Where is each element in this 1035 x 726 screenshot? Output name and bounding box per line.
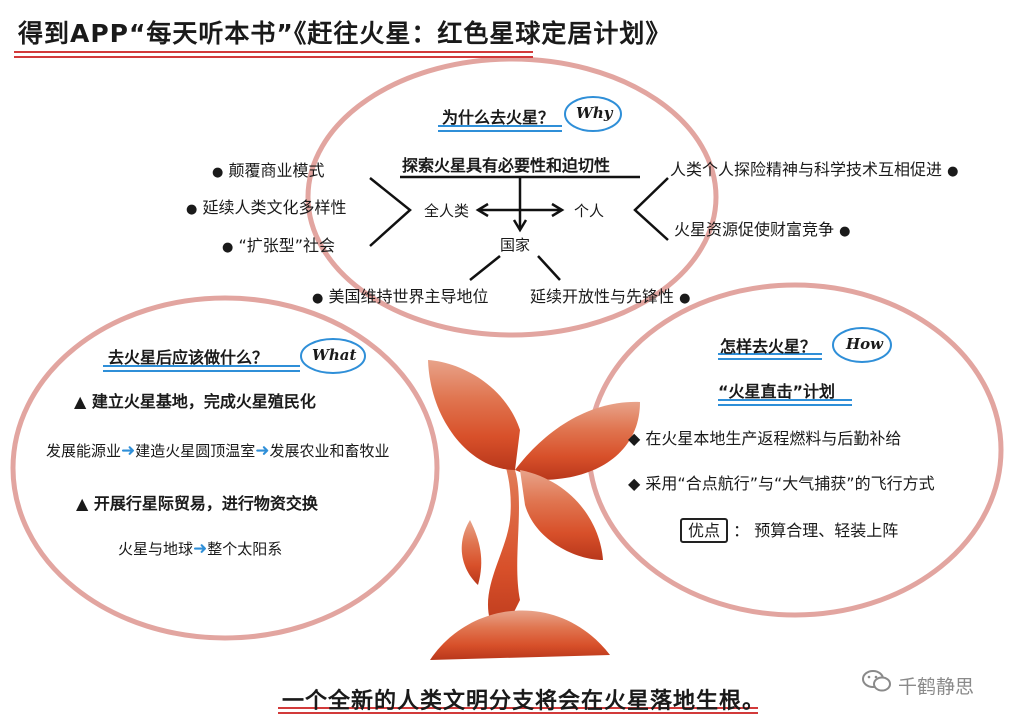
bullet-dot-icon: ● (212, 165, 224, 180)
blue-arrow-icon: ➜ (121, 441, 136, 461)
why-left-item: ● “扩张型”社会 (222, 236, 336, 255)
blue-arrow-icon: ➜ (193, 539, 208, 559)
bullet-dot-icon: ● (839, 224, 851, 239)
plant-illustration (428, 360, 640, 660)
bullet-dot-icon: ● (186, 202, 198, 217)
why-left-item: ● 颠覆商业模式 (212, 161, 325, 180)
why-individual: 个人 (574, 202, 605, 220)
advantage-label-box: 优点 (680, 518, 729, 543)
what-oval (10, 295, 440, 641)
bullet-dot-icon: ● (222, 240, 234, 255)
bullet-dot-icon: ● (679, 291, 691, 306)
wechat-logo-icon (862, 670, 898, 698)
what-item-2: ▲ 开展行星际贸易，进行物资交换 (76, 494, 318, 513)
what-flow-1: 发展能源业➜建造火星圆顶温室➜发展农业和畜牧业 (46, 441, 390, 461)
why-right-item: 人类个人探险精神与科学技术互相促进 ● (670, 160, 959, 179)
why-question: 为什么去火星？ (442, 108, 555, 127)
diamond-bullet-icon: ◆ (628, 429, 641, 448)
how-advantage: 优点 ： 预算合理、轻装上阵 (680, 517, 898, 543)
how-item-2: ◆ 采用“合点航行”与“大气捕获”的飞行方式 (628, 474, 935, 493)
why-tag: Why (576, 104, 613, 122)
why-left-item: ● 延续人类文化多样性 (186, 198, 347, 217)
bullet-dot-icon: ● (947, 164, 959, 179)
bottom-conclusion: 一个全新的人类文明分支将会在火星落地生根。 (282, 689, 766, 714)
diamond-bullet-icon: ◆ (628, 474, 641, 493)
watermark: 千鹤静思 (862, 669, 974, 699)
triangle-bullet-icon: ▲ (76, 494, 89, 513)
bullet-dot-icon: ● (312, 291, 324, 306)
why-tag-oval (564, 96, 622, 132)
why-humanity: 全人类 (424, 202, 470, 220)
why-connectors (369, 175, 669, 281)
why-right-item: 火星资源促使财富竞争 ● (674, 220, 851, 239)
why-nation-left-item: ● 美国维持世界主导地位 (312, 287, 489, 306)
how-tag-oval (832, 327, 892, 363)
why-oval (305, 56, 719, 338)
how-item-1: ◆ 在火星本地生产返程燃料与后勤补给 (628, 429, 902, 448)
why-center-statement: 探索火星具有必要性和迫切性 (402, 156, 611, 175)
what-item-1: ▲ 建立火星基地，完成火星殖民化 (74, 392, 316, 411)
triangle-bullet-icon: ▲ (74, 392, 87, 411)
what-flow-2: 火星与地球➜整个太阳系 (118, 539, 283, 559)
what-question: 去火星后应该做什么？ (108, 348, 269, 367)
how-question: 怎样去火星？ (720, 337, 817, 356)
why-nation-right-item: 延续开放性与先锋性 ● (530, 287, 691, 306)
how-tag: How (846, 335, 884, 353)
what-tag-oval (300, 338, 366, 374)
what-tag: What (312, 346, 357, 364)
page-title: 得到APP“每天听本书”《赶往火星：红色星球定居计划》 (18, 19, 672, 48)
blue-arrow-icon: ➜ (255, 441, 270, 461)
how-plan: “火星直击”计划 (718, 382, 836, 401)
why-nation: 国家 (500, 236, 531, 254)
